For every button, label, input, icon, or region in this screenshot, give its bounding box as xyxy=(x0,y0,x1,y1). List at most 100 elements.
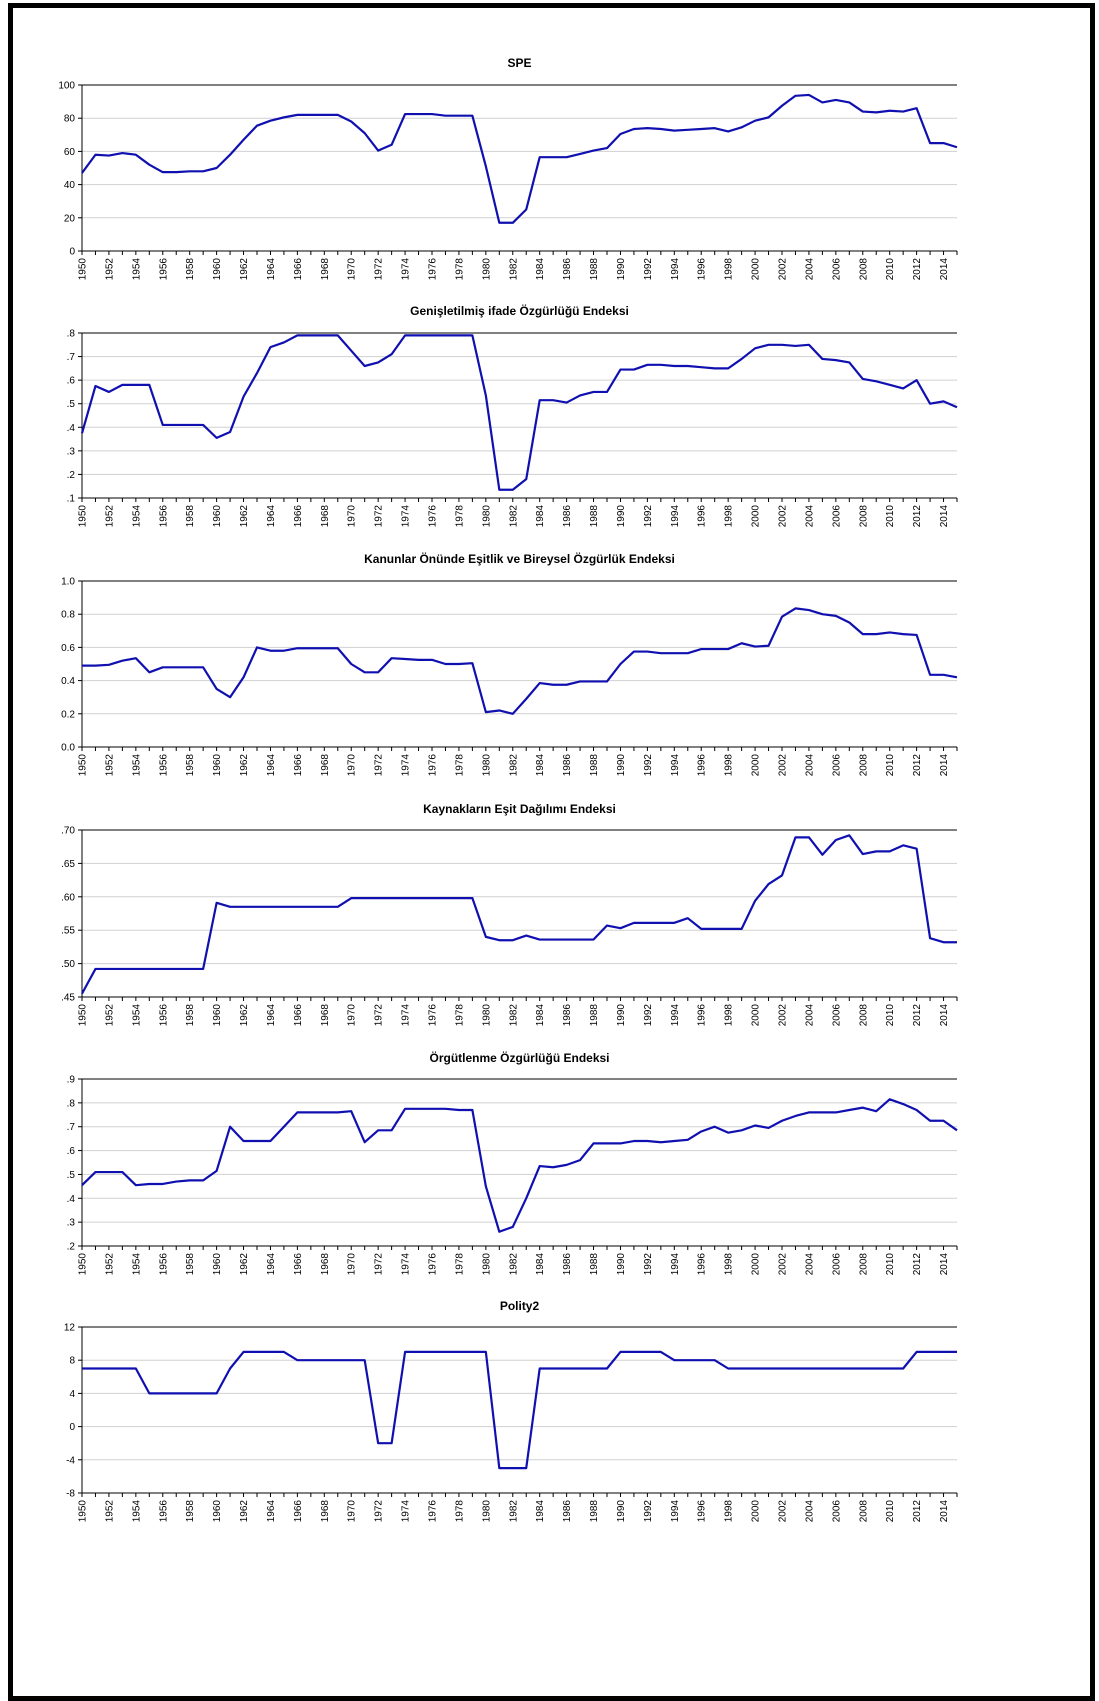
y-tick-label: 100 xyxy=(58,81,75,92)
x-tick-label: 1950 xyxy=(78,1500,89,1523)
x-tick-label: 1996 xyxy=(697,754,708,777)
y-tick-label: .7 xyxy=(67,1122,76,1133)
x-tick-label: 1998 xyxy=(724,258,735,281)
y-tick-label: .2 xyxy=(67,1242,76,1253)
x-tick-label: 1980 xyxy=(481,258,492,281)
x-tick-label: 1972 xyxy=(374,505,385,528)
x-tick-label: 1962 xyxy=(239,505,250,528)
x-tick-label: 1998 xyxy=(724,754,735,777)
y-tick-label: .45 xyxy=(61,993,75,1004)
x-tick-label: 1952 xyxy=(104,1500,115,1523)
x-tick-label: 2004 xyxy=(804,505,815,528)
x-tick-label: 2002 xyxy=(778,1500,789,1523)
x-tick-label: 1966 xyxy=(293,1253,304,1276)
y-tick-label: 1.0 xyxy=(61,577,75,588)
x-tick-label: 1956 xyxy=(158,1004,169,1027)
x-tick-label: 1968 xyxy=(320,754,331,777)
x-tick-label: 1982 xyxy=(508,754,519,777)
x-tick-label: 1966 xyxy=(293,258,304,281)
chart-title: Genişletilmiş ifade Özgürlüğü Endeksi xyxy=(410,303,629,318)
y-tick-label: 0.0 xyxy=(61,743,75,754)
x-tick-label: 1952 xyxy=(104,505,115,528)
chart-title: SPE xyxy=(507,56,531,70)
x-tick-label: 1954 xyxy=(131,1004,142,1027)
x-tick-label: 1972 xyxy=(374,1500,385,1523)
y-tick-label: .5 xyxy=(67,399,76,410)
x-tick-label: 1966 xyxy=(293,754,304,777)
y-tick-label: 20 xyxy=(64,213,76,224)
series-line xyxy=(82,1350,957,1470)
x-tick-label: 2012 xyxy=(912,505,923,528)
x-tick-label: 2006 xyxy=(831,1253,842,1276)
y-tick-label: .3 xyxy=(67,1218,76,1229)
x-tick-label: 1978 xyxy=(454,505,465,528)
x-tick-label: 1958 xyxy=(185,754,196,777)
x-tick-label: 1988 xyxy=(589,1500,600,1523)
x-tick-label: 1974 xyxy=(401,505,412,528)
x-tick-label: 1980 xyxy=(481,754,492,777)
x-tick-label: 2002 xyxy=(778,754,789,777)
series-line xyxy=(81,834,957,995)
x-tick-label: 2012 xyxy=(912,258,923,281)
x-tick-label: 2012 xyxy=(912,754,923,777)
chart-title: Kanunlar Önünde Eşitlik ve Bireysel Özgü… xyxy=(364,551,675,566)
y-tick-label: .4 xyxy=(67,1194,76,1205)
x-tick-label: 1980 xyxy=(481,1004,492,1027)
x-tick-label: 2010 xyxy=(885,1500,896,1523)
x-tick-label: 1968 xyxy=(320,1004,331,1027)
y-tick-label: 80 xyxy=(64,114,76,125)
chart-spe: SPE 0 20 40 60 80 100 1950 1952 1954 1956 1958 1960 1… xyxy=(58,56,958,281)
x-tick-label: 1970 xyxy=(347,1500,358,1523)
y-tick-label: 60 xyxy=(64,147,76,158)
x-tick-label: 1982 xyxy=(508,1004,519,1027)
y-tick-label: .6 xyxy=(67,376,76,387)
x-tick-label: 1992 xyxy=(643,1500,654,1523)
x-tick-label: 1996 xyxy=(697,505,708,528)
y-tick-label: .65 xyxy=(61,859,75,870)
x-tick-label: 2012 xyxy=(912,1004,923,1027)
x-tick-label: 1976 xyxy=(428,505,439,528)
x-tick-label: 1970 xyxy=(347,505,358,528)
x-tick-label: 1970 xyxy=(347,1253,358,1276)
y-tick-label: .50 xyxy=(61,959,75,970)
x-tick-label: 2004 xyxy=(804,258,815,281)
x-tick-label: 1968 xyxy=(320,1500,331,1523)
x-tick-label: 1992 xyxy=(643,754,654,777)
x-tick-label: 2010 xyxy=(885,1253,896,1276)
x-tick-label: 1954 xyxy=(131,1500,142,1523)
chart-polity2: Polity2 -8 -4 0 4 8 12 1950 1952 1954 1956 1958 1960… xyxy=(64,1299,958,1523)
x-tick-label: 1978 xyxy=(454,754,465,777)
x-tick-label: 2008 xyxy=(858,258,869,281)
y-tick-label: .5 xyxy=(67,1170,76,1181)
x-tick-label: 1986 xyxy=(562,1500,573,1523)
x-tick-label: 1950 xyxy=(78,754,89,777)
x-tick-label: 2006 xyxy=(831,1004,842,1027)
x-tick-label: 1976 xyxy=(428,258,439,281)
x-tick-label: 2006 xyxy=(831,505,842,528)
x-tick-label: 1990 xyxy=(616,505,627,528)
x-tick-label: 2000 xyxy=(751,1500,762,1523)
x-tick-label: 1980 xyxy=(481,1253,492,1276)
x-tick-label: 1964 xyxy=(266,1500,277,1523)
x-tick-label: 1996 xyxy=(697,1500,708,1523)
x-tick-label: 1962 xyxy=(239,258,250,281)
x-tick-label: 2000 xyxy=(751,1004,762,1027)
x-tick-label: 2014 xyxy=(939,258,950,281)
x-tick-label: 1974 xyxy=(401,754,412,777)
x-tick-label: 2008 xyxy=(858,1004,869,1027)
x-tick-label: 1950 xyxy=(78,505,89,528)
x-tick-label: 1962 xyxy=(239,754,250,777)
x-tick-label: 1978 xyxy=(454,258,465,281)
x-tick-label: 1986 xyxy=(562,1253,573,1276)
x-tick-label: 1974 xyxy=(401,1253,412,1276)
x-tick-label: 1986 xyxy=(562,505,573,528)
x-tick-label: 1984 xyxy=(535,1253,546,1276)
x-tick-label: 1980 xyxy=(481,1500,492,1523)
x-tick-label: 1976 xyxy=(428,1253,439,1276)
x-tick-label: 1974 xyxy=(401,1004,412,1027)
x-tick-label: 1994 xyxy=(670,1500,681,1523)
y-tick-label: 0.4 xyxy=(61,676,75,687)
y-tick-label: 0.8 xyxy=(61,610,75,621)
plot-axes xyxy=(81,332,957,499)
